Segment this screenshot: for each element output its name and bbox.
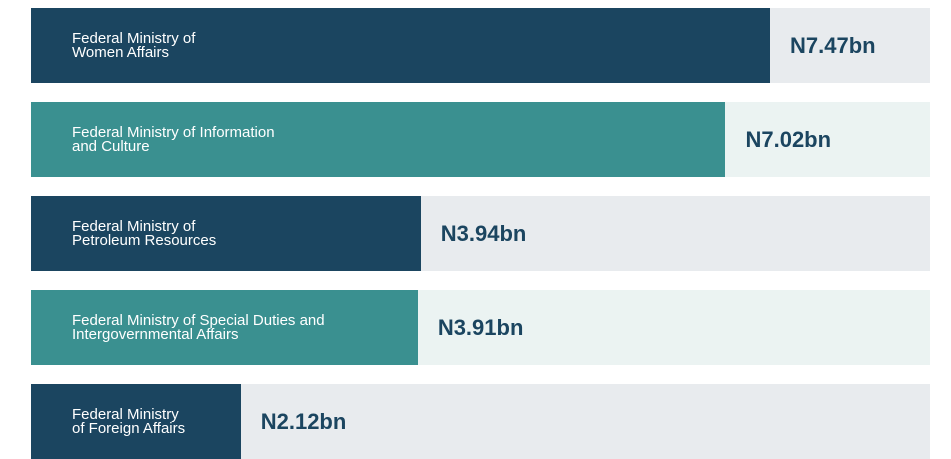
category-label: Federal Ministry of Foreign Affairs bbox=[72, 405, 186, 437]
bar-track: Federal Ministry of Foreign Affairs N2.12… bbox=[31, 384, 930, 459]
bar-track: Federal Ministry of Special Duties and I… bbox=[31, 290, 930, 365]
value-label: N7.47bn bbox=[790, 32, 876, 58]
bar bbox=[31, 290, 418, 365]
value-label: N2.12bn bbox=[260, 408, 347, 434]
bar bbox=[31, 384, 241, 459]
bar-track: Federal Ministry of Information and Cult… bbox=[31, 102, 930, 177]
category-label: Federal Ministry of Information and Cult… bbox=[72, 123, 275, 155]
value-label: N3.91bn bbox=[437, 314, 524, 340]
category-label: Federal Ministry of Special Duties and I… bbox=[72, 311, 325, 343]
bar-track: Federal Ministry of Women Affairs N7.47bn bbox=[31, 8, 930, 83]
value-label: N3.94bn bbox=[440, 220, 527, 246]
bar bbox=[31, 196, 421, 271]
category-label: Federal Ministry of Petroleum Resources bbox=[72, 217, 217, 249]
bar bbox=[31, 8, 770, 83]
value-label: N7.02bn bbox=[745, 126, 832, 152]
bar bbox=[31, 102, 726, 177]
category-label: Federal Ministry of Women Affairs bbox=[72, 29, 196, 61]
bar-track: Federal Ministry of Petroleum Resources N… bbox=[31, 196, 930, 271]
